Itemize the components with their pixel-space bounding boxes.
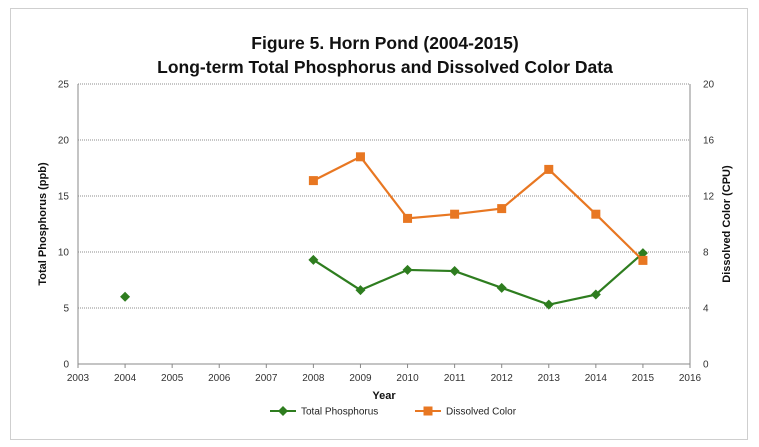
y-right-tick-label: 0 — [703, 360, 709, 371]
data-point-1 — [638, 255, 648, 265]
y-left-tick-label: 5 — [63, 304, 69, 315]
x-tick-label: 2015 — [632, 373, 655, 384]
y-right-tick-label: 12 — [703, 192, 715, 203]
chart-frame — [10, 8, 748, 440]
y-right-tick-label: 8 — [703, 248, 709, 259]
y-right-tick-label: 4 — [703, 304, 709, 315]
data-point-0 — [308, 254, 319, 265]
x-axis-label: Year — [372, 390, 396, 402]
x-tick-label: 2003 — [67, 373, 90, 384]
series-line-1 — [312, 155, 644, 262]
data-point-0 — [355, 285, 366, 296]
x-tick-label: 2009 — [349, 373, 372, 384]
x-tick-label: 2008 — [302, 373, 325, 384]
y-left-axis-label: Total Phosphorus (ppb) — [37, 162, 49, 286]
y-left-tick-label: 25 — [58, 80, 70, 91]
x-tick-label: 2011 — [444, 373, 466, 384]
x-tick-label: 2005 — [161, 373, 184, 384]
x-tick-label: 2010 — [396, 373, 419, 384]
data-point-0 — [637, 248, 648, 259]
x-tick-label: 2004 — [114, 373, 137, 384]
x-tick-label: 2013 — [538, 373, 561, 384]
x-tick-label: 2006 — [208, 373, 231, 384]
data-point-0 — [590, 289, 601, 300]
legend-label: Dissolved Color — [446, 407, 517, 418]
data-point-1 — [544, 164, 554, 174]
data-point-1 — [497, 204, 507, 214]
legend-marker-0 — [278, 406, 288, 416]
data-point-0 — [543, 299, 554, 310]
data-point-0 — [449, 266, 460, 277]
series-line-0 — [312, 252, 644, 306]
data-point-0 — [402, 264, 413, 275]
x-tick-label: 2012 — [491, 373, 514, 384]
x-tick-label: 2007 — [255, 373, 278, 384]
data-point-0 — [496, 282, 507, 293]
data-point-1 — [591, 209, 601, 219]
chart-subtitle: Long-term Total Phosphorus and Dissolved… — [157, 57, 613, 77]
y-left-tick-label: 10 — [58, 248, 70, 259]
legend-label: Total Phosphorus — [301, 407, 378, 418]
y-right-tick-label: 16 — [703, 136, 715, 147]
y-left-tick-label: 15 — [58, 192, 70, 203]
data-point-1 — [403, 213, 413, 223]
legend-marker-1 — [423, 406, 433, 416]
data-point-0 — [120, 291, 131, 302]
x-tick-label: 2016 — [679, 373, 702, 384]
y-left-tick-label: 20 — [58, 136, 70, 147]
chart-title: Figure 5. Horn Pond (2004-2015) — [251, 33, 519, 53]
data-point-1 — [450, 209, 460, 219]
y-right-tick-label: 20 — [703, 80, 715, 91]
x-tick-label: 2014 — [585, 373, 608, 384]
y-right-axis-label: Dissolved Color (CPU) — [721, 165, 733, 283]
data-point-1 — [308, 176, 318, 186]
data-point-1 — [355, 152, 365, 162]
y-left-tick-label: 0 — [63, 360, 69, 371]
